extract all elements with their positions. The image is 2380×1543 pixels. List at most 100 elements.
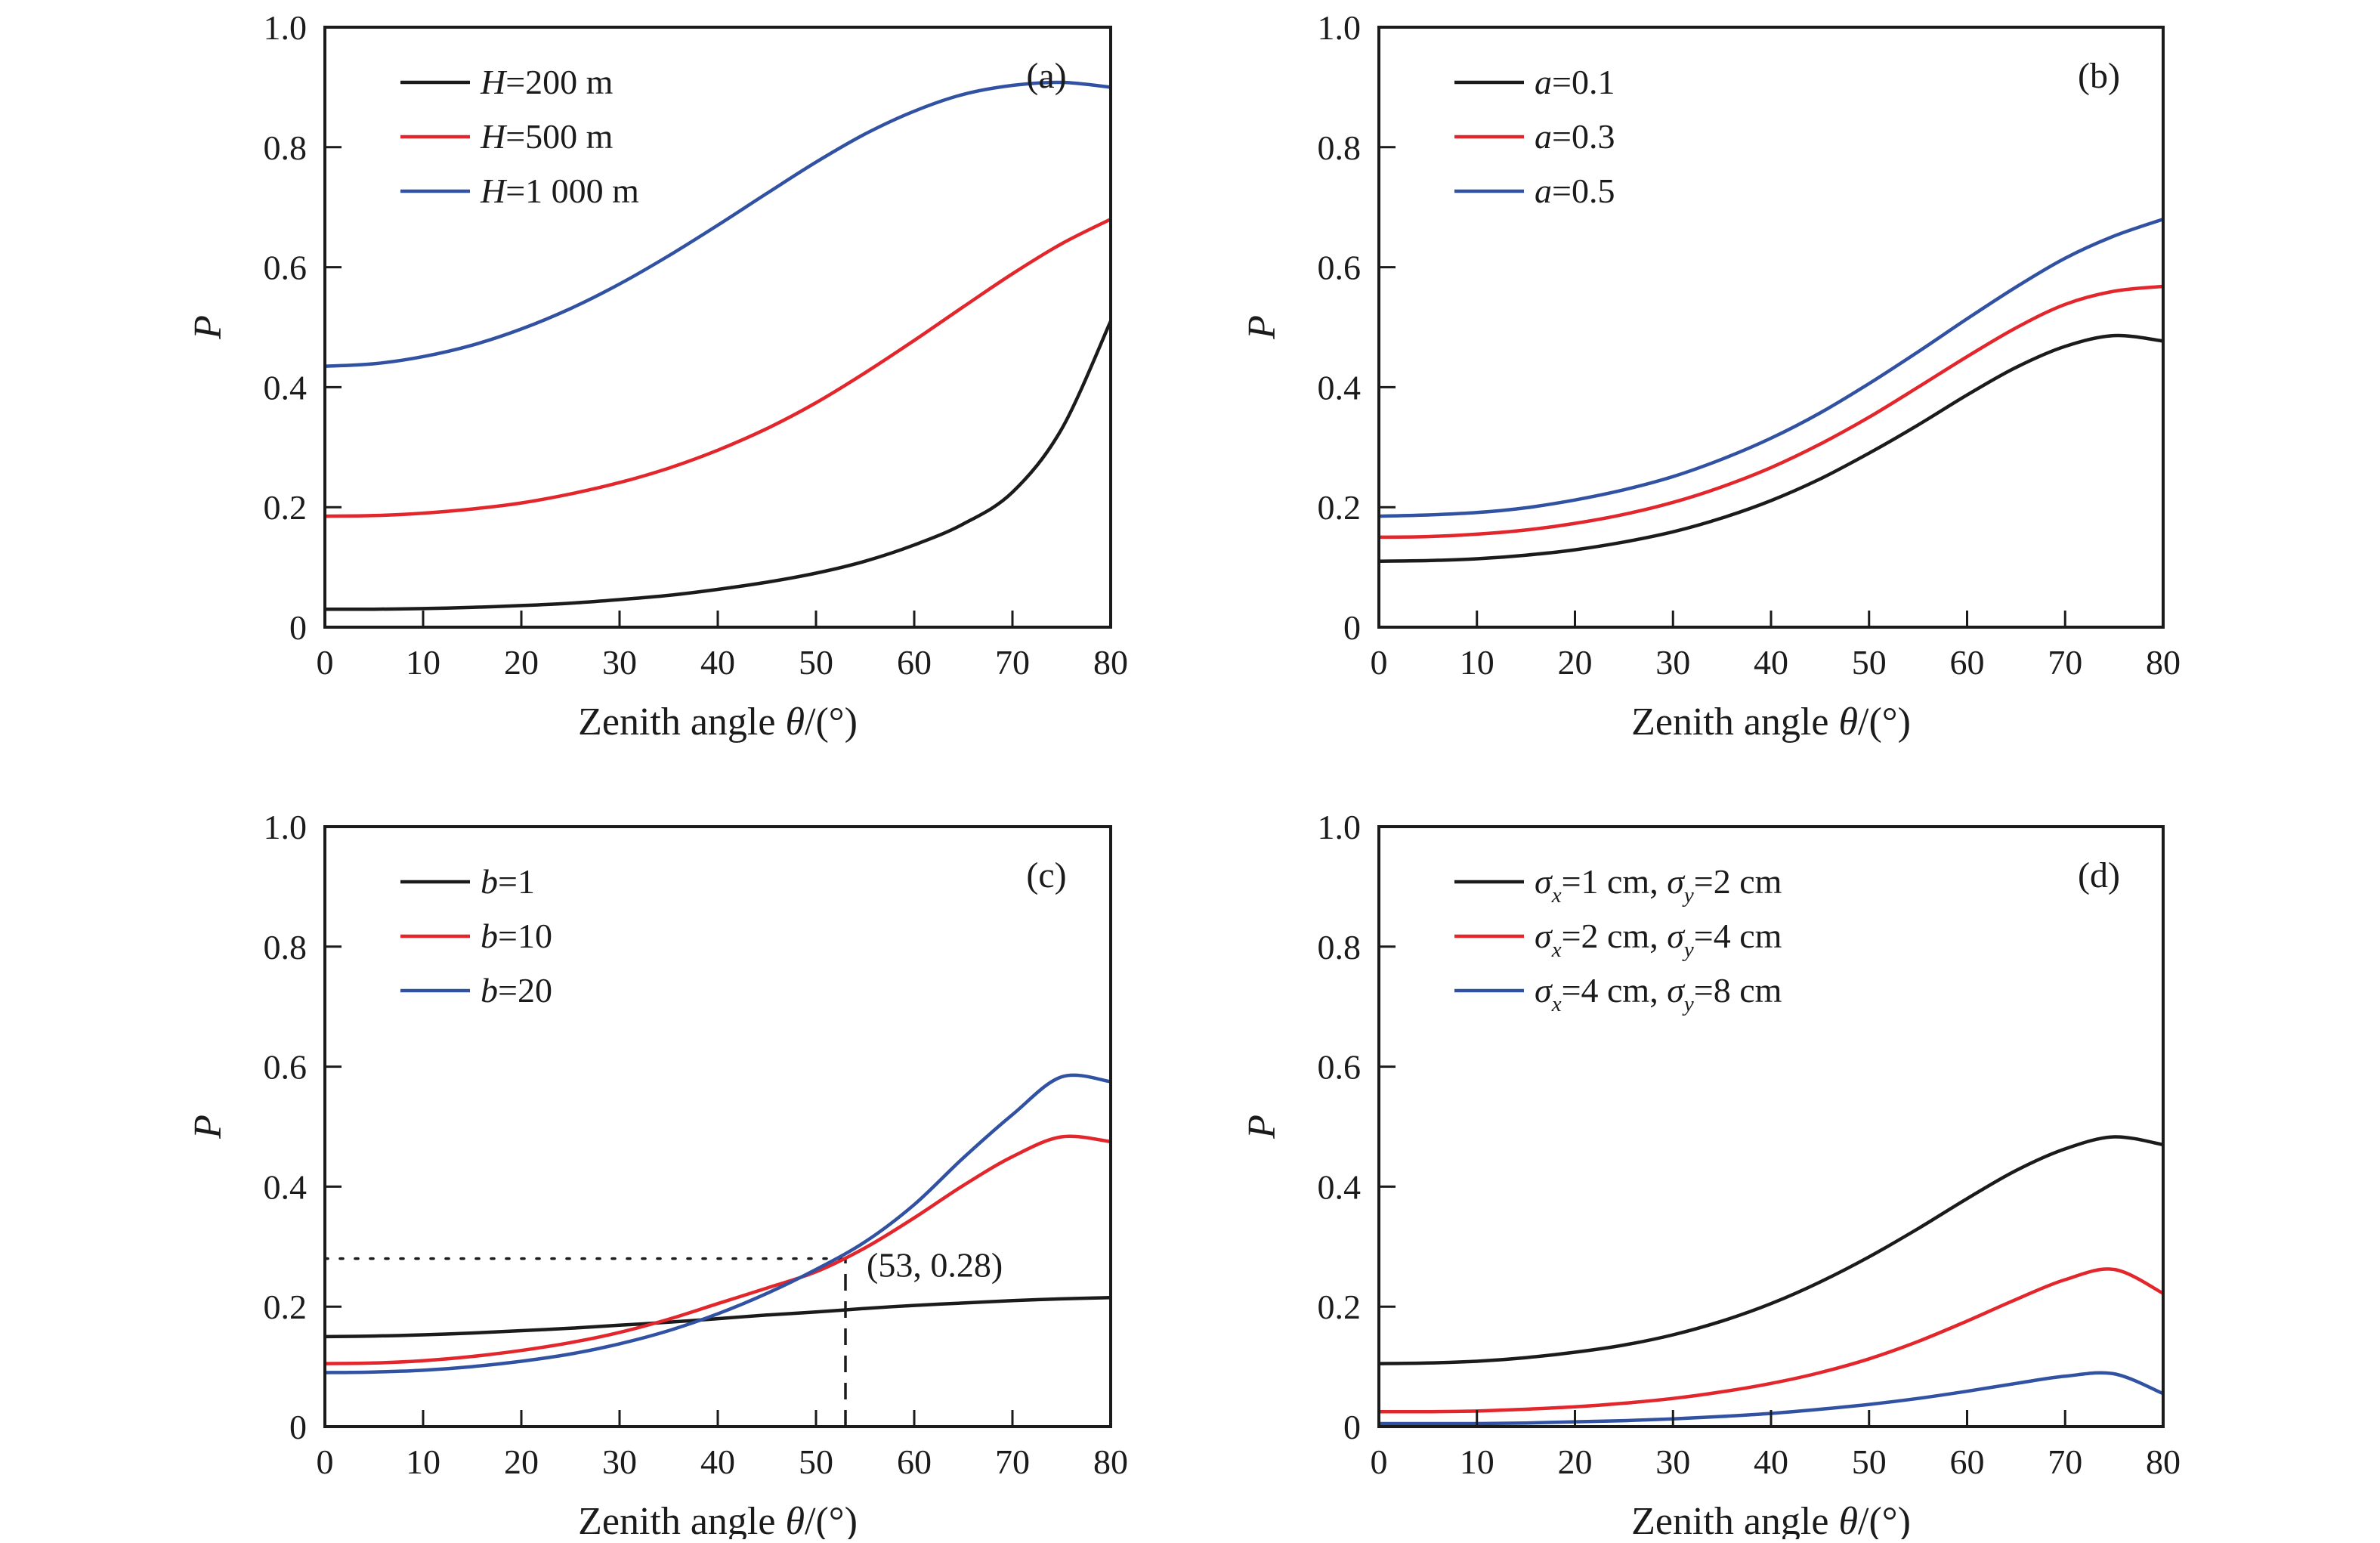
y-tick-label: 0.4 bbox=[264, 368, 308, 407]
panel-d: 0 10 20 30 40 50 60 70 80 0 0.2 0.4 0.6 0.8 1.0 Zenith … bbox=[1241, 808, 2181, 1543]
legend-item-h-200-m: H=200 m bbox=[400, 63, 614, 101]
curve-a-0-1 bbox=[1379, 333, 2163, 563]
y-tick-label: 0 bbox=[289, 1408, 307, 1446]
x-tick-label: 0 bbox=[1371, 643, 1388, 682]
x-tick-label: 80 bbox=[1093, 643, 1128, 682]
y-tick-label: 1.0 bbox=[1318, 8, 1362, 47]
x-tick-label: 70 bbox=[995, 643, 1030, 682]
legend-label: H=200 m bbox=[480, 63, 614, 101]
legend-item-a-0-1: a=0.1 bbox=[1454, 63, 1615, 101]
y-tick-label: 1.0 bbox=[264, 808, 308, 846]
legend-label: σx=1 cm, σy=2 cm bbox=[1535, 862, 1782, 908]
x-tick-label: 60 bbox=[897, 643, 932, 682]
x-tick-label: 70 bbox=[2048, 1443, 2082, 1481]
x-tick-label: 70 bbox=[2048, 643, 2082, 682]
x-tick-label: 50 bbox=[799, 643, 833, 682]
legend: H=200 m H=500 m H=1 000 m bbox=[400, 63, 639, 210]
x-tick-label: 40 bbox=[700, 1443, 735, 1481]
y-tick-label: 0.4 bbox=[1318, 368, 1362, 407]
y-tick-label: 0.2 bbox=[264, 1288, 308, 1326]
x-tick-label: 30 bbox=[1655, 1443, 1690, 1481]
y-axis-label: P bbox=[1241, 315, 1284, 340]
x-axis-label: Zenith angle θ/(°) bbox=[1631, 1500, 1911, 1539]
panel-label: (d) bbox=[2078, 855, 2120, 895]
legend-label: b=20 bbox=[481, 971, 552, 1010]
panel-b: 0 10 20 30 40 50 60 70 80 0 0.2 0.4 0.6 0.8 1.0 Zenith … bbox=[1241, 8, 2181, 744]
x-tick-label: 60 bbox=[1950, 1443, 1985, 1481]
curve-a-0-3 bbox=[1379, 284, 2163, 540]
legend: σx=1 cm, σy=2 cm σx=2 cm, σy=4 cm σx=4 cm,… bbox=[1454, 862, 1782, 1016]
x-tick-label: 10 bbox=[1460, 1443, 1494, 1481]
legend-item-b-10: b=10 bbox=[400, 917, 552, 955]
x-tick-label: 60 bbox=[1950, 643, 1985, 682]
panel-label: (c) bbox=[1026, 855, 1066, 895]
legend-label: H=500 m bbox=[480, 117, 614, 156]
curve-h-500-m bbox=[325, 217, 1111, 518]
legend-item-x-4-cm-y-8-cm: σx=4 cm, σy=8 cm bbox=[1454, 971, 1782, 1016]
curve-h-1-000-m bbox=[325, 80, 1111, 368]
legend-item-b-1: b=1 bbox=[400, 862, 535, 901]
x-tick-label: 80 bbox=[2146, 643, 2181, 682]
y-tick-label: 0.6 bbox=[264, 249, 308, 287]
curve-x-2-cm-y-4-cm bbox=[1379, 1267, 2163, 1414]
y-axis-label: P bbox=[1241, 1115, 1284, 1139]
y-axis-label: P bbox=[187, 315, 230, 340]
y-tick-label: 0.6 bbox=[264, 1048, 308, 1087]
x-axis-label: Zenith angle θ/(°) bbox=[578, 1500, 858, 1539]
y-tick-label: 1.0 bbox=[1318, 808, 1362, 846]
y-tick-label: 0.4 bbox=[264, 1167, 308, 1206]
legend-item-a-0-5: a=0.5 bbox=[1454, 172, 1615, 210]
panel-c: 0 10 20 30 40 50 60 70 80 0 0.2 0.4 0.6 0.8 1.0 Zenith … bbox=[187, 808, 1128, 1543]
plot-frame bbox=[323, 825, 1112, 1428]
x-tick-label: 20 bbox=[1558, 643, 1593, 682]
x-tick-label: 80 bbox=[2146, 1443, 2181, 1481]
y-tick-label: 0 bbox=[289, 608, 307, 647]
legend-item-x-2-cm-y-4-cm: σx=2 cm, σy=4 cm bbox=[1454, 917, 1782, 962]
curve-b-20 bbox=[325, 1073, 1111, 1374]
x-axis-label: Zenith angle θ/(°) bbox=[578, 700, 858, 744]
x-tick-label: 30 bbox=[602, 643, 637, 682]
y-tick-label: 0 bbox=[1343, 1408, 1361, 1446]
annotation-label: (53, 0.28) bbox=[867, 1246, 1003, 1285]
x-tick-label: 30 bbox=[1655, 643, 1690, 682]
x-tick-label: 40 bbox=[1754, 1443, 1788, 1481]
x-tick-label: 10 bbox=[406, 1443, 440, 1481]
curve-b-1 bbox=[325, 1296, 1111, 1339]
x-tick-label: 20 bbox=[504, 643, 539, 682]
legend-item-x-1-cm-y-2-cm: σx=1 cm, σy=2 cm bbox=[1454, 862, 1782, 908]
series-group bbox=[325, 80, 1111, 611]
legend-label: b=1 bbox=[481, 862, 535, 901]
y-tick-label: 0.6 bbox=[1318, 1048, 1362, 1087]
x-tick-label: 50 bbox=[1852, 1443, 1887, 1481]
legend-label: a=0.3 bbox=[1535, 117, 1615, 156]
x-tick-label: 50 bbox=[799, 1443, 833, 1481]
x-tick-label: 0 bbox=[1371, 1443, 1388, 1481]
panel-a: 0 10 20 30 40 50 60 70 80 0 0.2 0.4 0.6 0.8 1.0 Zenith … bbox=[187, 8, 1128, 744]
x-tick-label: 20 bbox=[1558, 1443, 1593, 1481]
x-tick-label: 80 bbox=[1093, 1443, 1128, 1481]
legend: b=1 b=10 b=20 bbox=[400, 862, 552, 1010]
legend-item-h-500-m: H=500 m bbox=[400, 117, 614, 156]
x-tick-label: 10 bbox=[1460, 643, 1494, 682]
y-tick-label: 0.8 bbox=[1318, 128, 1362, 167]
legend-label: a=0.5 bbox=[1535, 172, 1615, 210]
legend-label: σx=2 cm, σy=4 cm bbox=[1535, 917, 1782, 962]
x-tick-label: 30 bbox=[602, 1443, 637, 1481]
legend-item-h-1-000-m: H=1 000 m bbox=[400, 172, 639, 210]
x-tick-label: 10 bbox=[406, 643, 440, 682]
series-group bbox=[325, 1073, 1111, 1374]
plot-frame bbox=[323, 26, 1112, 629]
panel-label: (b) bbox=[2078, 56, 2120, 96]
x-tick-label: 60 bbox=[897, 1443, 932, 1481]
x-tick-label: 40 bbox=[700, 643, 735, 682]
x-tick-label: 50 bbox=[1852, 643, 1887, 682]
legend-label: a=0.1 bbox=[1535, 63, 1615, 101]
legend-item-a-0-3: a=0.3 bbox=[1454, 117, 1615, 156]
y-tick-label: 0.6 bbox=[1318, 249, 1362, 287]
x-tick-label: 20 bbox=[504, 1443, 539, 1481]
legend-label: σx=4 cm, σy=8 cm bbox=[1535, 971, 1782, 1016]
x-axis-label: Zenith angle θ/(°) bbox=[1631, 700, 1911, 744]
series-group bbox=[1379, 1135, 2163, 1426]
x-tick-label: 0 bbox=[317, 1443, 334, 1481]
